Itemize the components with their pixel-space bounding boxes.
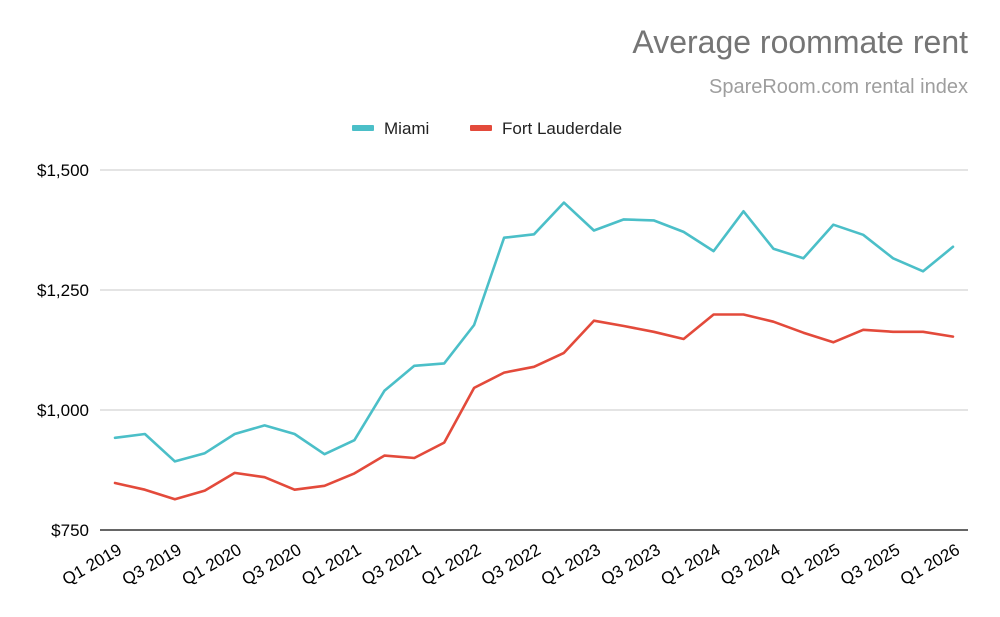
x-tick-label: Q3 2019 (119, 540, 185, 589)
legend-label: Miami (384, 119, 429, 138)
legend-label: Fort Lauderdale (502, 119, 622, 138)
y-tick-label: $1,250 (37, 281, 89, 300)
x-tick-label: Q1 2020 (179, 540, 245, 589)
series-lines (113, 201, 955, 501)
legend: Miami Fort Lauderdale (352, 119, 622, 138)
x-tick-label: Q3 2020 (239, 540, 305, 589)
y-tick-label: $1,000 (37, 401, 89, 420)
series-line-miami (113, 201, 955, 463)
x-tick-label: Q3 2022 (478, 540, 544, 589)
series-line-fort-lauderdale (113, 313, 955, 501)
legend-swatch (470, 125, 492, 131)
x-tick-label: Q1 2021 (298, 540, 364, 589)
x-tick-label: Q3 2024 (717, 540, 783, 589)
x-tick-label: Q3 2025 (837, 540, 903, 589)
x-tick-label: Q1 2025 (777, 540, 843, 589)
legend-swatch (352, 125, 374, 131)
chart-title: Average roommate rent (632, 24, 968, 60)
x-tick-label: Q1 2023 (538, 540, 604, 589)
gridlines (100, 169, 968, 531)
y-tick-label: $1,500 (37, 161, 89, 180)
chart-subtitle: SpareRoom.com rental index (708, 76, 968, 98)
x-tick-label: Q1 2022 (418, 540, 484, 589)
x-tick-label: Q3 2021 (358, 540, 424, 589)
x-tick-label: Q1 2026 (897, 540, 963, 589)
x-tick-label: Q1 2024 (658, 540, 724, 589)
x-tick-label: Q1 2019 (59, 540, 125, 589)
y-axis-ticks: $750 $1,000 $1,250 $1,500 (37, 161, 89, 540)
x-tick-label: Q3 2023 (598, 540, 664, 589)
y-tick-label: $750 (51, 521, 89, 540)
